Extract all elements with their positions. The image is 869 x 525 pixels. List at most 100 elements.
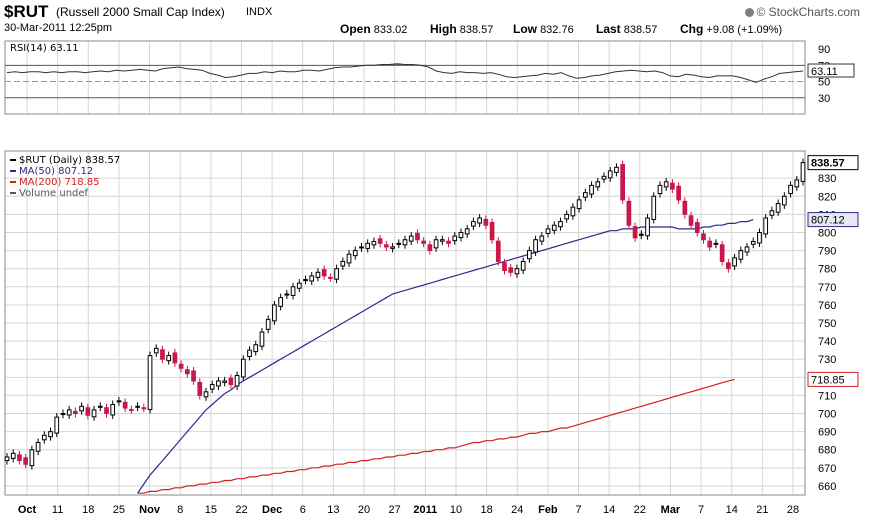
candlestick xyxy=(415,232,420,241)
candlestick xyxy=(601,175,607,180)
candlestick xyxy=(713,242,719,245)
candlestick xyxy=(427,244,433,252)
price-last-value-box xyxy=(807,212,859,228)
change-label: Chg xyxy=(680,22,704,36)
legend-entry: MA(200) 718.85 xyxy=(19,177,100,188)
candlestick xyxy=(701,233,706,241)
y-tick-label: 820 xyxy=(818,191,836,203)
x-tick-label: 7 xyxy=(698,504,704,516)
candlestick xyxy=(85,407,91,416)
y-tick-label: 760 xyxy=(818,300,836,312)
quote-datetime: 30-Mar-2011 12:25pm xyxy=(4,22,113,34)
candlestick xyxy=(638,233,644,236)
change-value: +9.08 (+1.09%) xyxy=(706,24,783,36)
legend-entry: Volume undef xyxy=(19,188,89,199)
candlestick xyxy=(390,246,395,249)
candlestick xyxy=(383,244,389,248)
candlestick xyxy=(54,416,60,434)
candlestick xyxy=(172,352,178,364)
x-tick-label: 21 xyxy=(756,504,768,516)
x-tick-label: 22 xyxy=(235,504,247,516)
candlestick xyxy=(303,279,308,282)
candlestick xyxy=(707,240,713,248)
candlestick xyxy=(334,268,339,280)
price-last-value: 838.57 xyxy=(811,158,845,170)
candlestick xyxy=(744,246,750,253)
candlestick xyxy=(116,400,122,403)
candlestick xyxy=(750,241,756,245)
x-tick-label: 18 xyxy=(480,504,492,516)
candlestick xyxy=(278,297,283,307)
candlestick xyxy=(757,231,762,244)
candlestick xyxy=(147,355,153,411)
candlestick xyxy=(396,242,402,245)
candlestick xyxy=(73,410,78,415)
candlestick xyxy=(545,228,551,234)
candlestick xyxy=(228,377,234,386)
y-tick-label: 780 xyxy=(818,264,836,276)
candlestick xyxy=(290,286,296,296)
candlestick xyxy=(558,221,563,228)
candlestick xyxy=(626,200,632,226)
open-label: Open xyxy=(340,22,371,36)
candlestick xyxy=(439,239,445,242)
x-tick-label: Mar xyxy=(661,504,681,516)
grid-lines: Oct 11 18 25 Nov 8 15 22 Dec 6 13 20 27 2011 10 18 24 Feb… xyxy=(5,41,836,516)
candlestick xyxy=(471,221,476,227)
rsi-last-value: 63.11 xyxy=(811,66,838,78)
candlestick xyxy=(66,409,72,416)
candlestick xyxy=(321,269,327,277)
candlestick xyxy=(272,304,277,322)
y-tick-label: 680 xyxy=(818,445,836,457)
candlestick xyxy=(48,431,53,438)
low-label: Low xyxy=(513,22,537,36)
candlestick xyxy=(340,260,346,267)
x-tick-label: Nov xyxy=(139,504,161,516)
candlestick xyxy=(477,217,482,224)
candlestick xyxy=(259,331,265,347)
candlestick xyxy=(495,240,501,262)
y-tick-label: 690 xyxy=(818,427,836,439)
candlestick xyxy=(402,239,408,246)
candlestick xyxy=(502,262,507,271)
high-label: High xyxy=(430,22,457,36)
ma50-line xyxy=(137,219,754,494)
y-tick-label: 700 xyxy=(818,409,836,421)
x-tick-label: Oct xyxy=(18,504,37,516)
candlestick xyxy=(29,449,35,467)
price-panel: 838.57 807.12 718.85 xyxy=(4,150,859,496)
change-quote: Chg +9.08 (+1.09%) xyxy=(680,22,782,36)
price-last-value-box xyxy=(807,371,859,387)
y-tick-label: 830 xyxy=(818,173,836,185)
stockcharts-logo: © StockCharts.com xyxy=(745,5,860,19)
candlestick xyxy=(166,355,172,362)
candlestick xyxy=(191,370,196,382)
candlestick xyxy=(763,217,769,235)
candlestick xyxy=(153,347,159,354)
rsi-legend: RSI(14) 63.11 xyxy=(10,43,79,54)
candlestick xyxy=(539,235,545,242)
low-quote: Low 832.76 xyxy=(513,22,574,36)
chart-header: $RUT (Russell 2000 Small Cap Index) INDX… xyxy=(4,2,866,22)
candlestick xyxy=(651,195,657,220)
candlestick xyxy=(10,452,16,459)
candlestick xyxy=(582,192,588,198)
candlestick xyxy=(315,271,321,278)
candlestick xyxy=(520,260,526,271)
candlestick xyxy=(365,242,371,249)
candlestick xyxy=(489,222,495,241)
candlestick xyxy=(184,369,190,375)
candlestick xyxy=(203,391,209,398)
x-tick-label: 28 xyxy=(787,504,799,516)
ma200-line xyxy=(137,378,735,494)
candlestick xyxy=(433,239,439,249)
candlestick xyxy=(178,363,184,369)
candlestick xyxy=(576,199,582,210)
candlestick xyxy=(35,441,41,452)
price-last-value: 718.85 xyxy=(811,374,845,386)
candlestick xyxy=(346,253,352,264)
candlestick xyxy=(645,217,650,237)
candlestick xyxy=(527,250,532,260)
high-quote: High 838.57 xyxy=(430,22,493,36)
